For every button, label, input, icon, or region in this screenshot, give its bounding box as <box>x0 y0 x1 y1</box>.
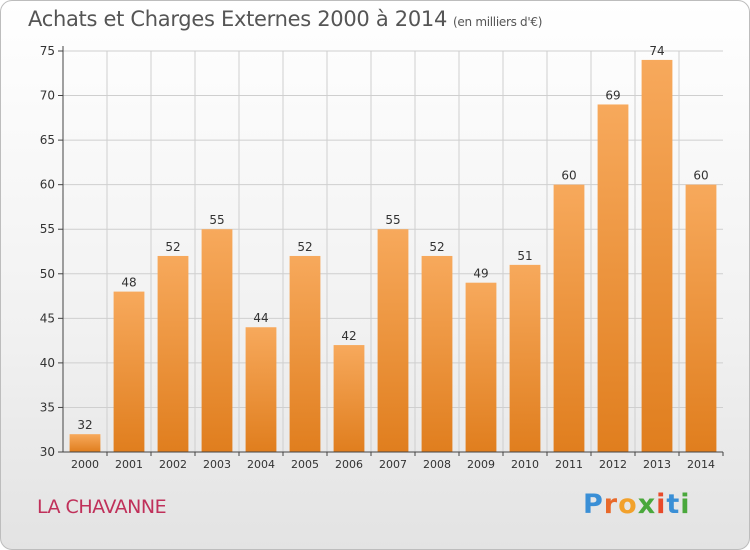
bar-value-label: 52 <box>297 240 312 254</box>
x-tick-label: 2009 <box>467 458 495 471</box>
logo-letter: t <box>666 489 681 520</box>
bar-value-label: 32 <box>77 418 92 432</box>
bar <box>113 291 145 452</box>
bar <box>289 255 321 452</box>
bar-value-label: 52 <box>429 240 444 254</box>
y-tick-label: 75 <box>40 44 55 58</box>
y-tick-label: 50 <box>40 267 55 281</box>
x-tick-label: 2006 <box>335 458 363 471</box>
x-tick-label: 2001 <box>115 458 143 471</box>
y-tick-label: 40 <box>40 356 55 370</box>
bar-value-label: 55 <box>209 213 224 227</box>
x-tick-label: 2005 <box>291 458 319 471</box>
x-tick-label: 2002 <box>159 458 187 471</box>
x-tick-label: 2011 <box>555 458 583 471</box>
bar-value-label: 52 <box>165 240 180 254</box>
logo-letter: i <box>680 489 691 520</box>
x-tick-label: 2012 <box>599 458 627 471</box>
logo-letter: r <box>603 489 619 520</box>
bar-value-label: 49 <box>473 267 488 281</box>
y-tick-label: 70 <box>40 89 55 103</box>
bar-value-label: 44 <box>253 311 268 325</box>
chart-subtitle: (en milliers d'€) <box>453 15 543 29</box>
bar <box>641 59 673 453</box>
bar <box>597 104 629 452</box>
bar <box>465 282 497 452</box>
bar-value-label: 42 <box>341 329 356 343</box>
logo-letter: x <box>637 489 657 520</box>
x-tick-label: 2013 <box>643 458 671 471</box>
bar <box>201 229 233 452</box>
bar <box>553 184 585 452</box>
x-tick-label: 2003 <box>203 458 231 471</box>
bar-value-label: 60 <box>693 169 708 183</box>
bar <box>333 345 365 452</box>
bar-value-label: 51 <box>517 249 532 263</box>
bar <box>157 255 189 452</box>
bar-value-label: 55 <box>385 213 400 227</box>
y-tick-label: 55 <box>40 222 55 236</box>
bar <box>509 264 541 452</box>
bar <box>377 229 409 452</box>
axes: 30 35 40 45 50 55 60 65 70 75 2000 2001 2002 2003 2004… <box>40 44 724 471</box>
x-tick-label: 2010 <box>511 458 539 471</box>
x-tick-label: 2004 <box>247 458 275 471</box>
bar <box>69 434 101 452</box>
y-tick-label: 65 <box>40 133 55 147</box>
chart-title: Achats et Charges Externes 2000 à 2014 (e… <box>28 7 542 31</box>
bar-value-label: 69 <box>605 88 620 102</box>
bar-value-label: 60 <box>561 169 576 183</box>
x-tick-label: 2014 <box>687 458 715 471</box>
bar-value-label: 48 <box>121 276 136 290</box>
y-tick-label: 60 <box>40 178 55 192</box>
bar <box>421 255 453 452</box>
y-tick-label: 35 <box>40 400 55 414</box>
logo-letter: i <box>656 489 667 520</box>
y-tick-label: 45 <box>40 311 55 325</box>
y-tick-label: 30 <box>40 445 55 459</box>
bars: 32 48 52 55 44 52 42 55 52 49 51 60 69 74 60 <box>69 44 717 453</box>
bar <box>245 327 277 452</box>
logo-letter: o <box>618 489 638 520</box>
proxiti-logo[interactable]: Proxiti <box>583 489 691 520</box>
x-tick-label: 2007 <box>379 458 407 471</box>
location-label: LA CHAVANNE <box>37 496 167 518</box>
bar-value-label: 74 <box>649 44 664 58</box>
bar <box>685 184 717 452</box>
x-tick-label: 2000 <box>71 458 99 471</box>
chart-title-text: Achats et Charges Externes 2000 à 2014 <box>28 7 448 31</box>
x-tick-label: 2008 <box>423 458 451 471</box>
logo-letter: P <box>583 489 604 520</box>
